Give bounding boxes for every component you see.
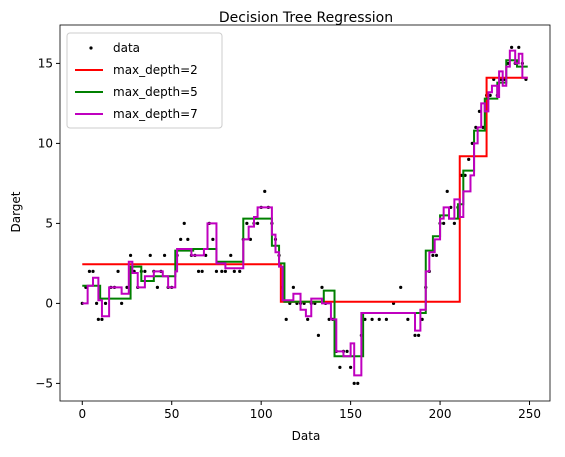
- chart-title: Decision Tree Regression: [219, 10, 393, 26]
- data-point: [196, 269, 201, 273]
- data-point: [186, 237, 190, 241]
- data-point: [229, 253, 233, 257]
- data-point: [214, 269, 219, 273]
- data-point: [120, 301, 124, 305]
- data-point: [434, 253, 439, 257]
- x-tick-label: 250: [518, 407, 541, 421]
- data-point: [103, 301, 108, 305]
- data-point: [306, 317, 310, 321]
- data-point: [445, 189, 449, 193]
- legend-box: [66, 32, 223, 129]
- data-point: [223, 269, 227, 273]
- data-point: [356, 381, 360, 385]
- data-point: [143, 269, 147, 273]
- data-point: [220, 269, 224, 273]
- data-point: [284, 317, 288, 321]
- legend-label: data: [113, 41, 140, 55]
- data-point: [238, 269, 242, 273]
- data-point: [155, 285, 160, 289]
- data-point: [162, 253, 167, 257]
- data-point: [345, 349, 349, 353]
- y-tick-label: 0: [45, 296, 53, 310]
- data-point: [413, 333, 417, 337]
- data-point: [320, 285, 324, 289]
- data-point: [94, 301, 99, 305]
- data-point: [352, 381, 356, 385]
- data-point: [467, 157, 471, 161]
- data-point: [349, 365, 353, 369]
- y-tick-label: 5: [45, 216, 53, 230]
- data-point: [452, 221, 456, 225]
- data-point: [200, 269, 204, 273]
- data-point: [128, 253, 133, 257]
- x-tick-label: 50: [164, 407, 179, 421]
- data-point: [510, 45, 514, 50]
- data-point: [416, 333, 421, 337]
- data-point: [91, 269, 95, 273]
- data-point: [399, 285, 403, 289]
- data-point: [431, 253, 435, 257]
- data-point: [263, 189, 267, 193]
- data-point: [255, 221, 260, 225]
- data-point: [245, 221, 249, 225]
- data-point: [291, 285, 295, 289]
- data-point: [370, 317, 374, 321]
- y-axis-label: Darget: [9, 191, 23, 232]
- data-point: [406, 317, 410, 321]
- plot-area: [80, 45, 528, 385]
- data-point: [232, 269, 236, 273]
- data-point: [96, 317, 100, 321]
- data-point: [182, 221, 186, 225]
- step-line: [82, 76, 528, 303]
- legend-label: max_depth=5: [113, 85, 198, 99]
- data-point: [148, 253, 152, 257]
- data-point: [442, 221, 446, 225]
- data-point: [384, 317, 388, 321]
- data-point: [100, 317, 104, 321]
- legend-marker: [89, 46, 93, 50]
- plot-frame: [59, 24, 551, 402]
- legend-label: max_depth=7: [113, 107, 198, 121]
- legend-label: max_depth=2: [113, 63, 198, 77]
- data-point: [338, 365, 342, 369]
- data-point: [377, 317, 381, 321]
- y-tick-label: 15: [38, 56, 53, 70]
- step-line: [82, 49, 528, 377]
- y-tick-label: 10: [38, 136, 53, 150]
- data-point: [87, 269, 92, 273]
- data-point: [517, 45, 521, 50]
- data-point: [179, 237, 183, 241]
- x-tick-label: 0: [78, 407, 86, 421]
- data-point: [211, 237, 215, 241]
- data-point: [316, 333, 321, 337]
- x-tick-label: 200: [429, 407, 452, 421]
- y-tick-label: −5: [35, 376, 53, 390]
- x-tick-label: 100: [250, 407, 273, 421]
- data-point: [116, 269, 120, 273]
- x-tick-label: 150: [339, 407, 362, 421]
- x-axis-label: Data: [292, 429, 321, 443]
